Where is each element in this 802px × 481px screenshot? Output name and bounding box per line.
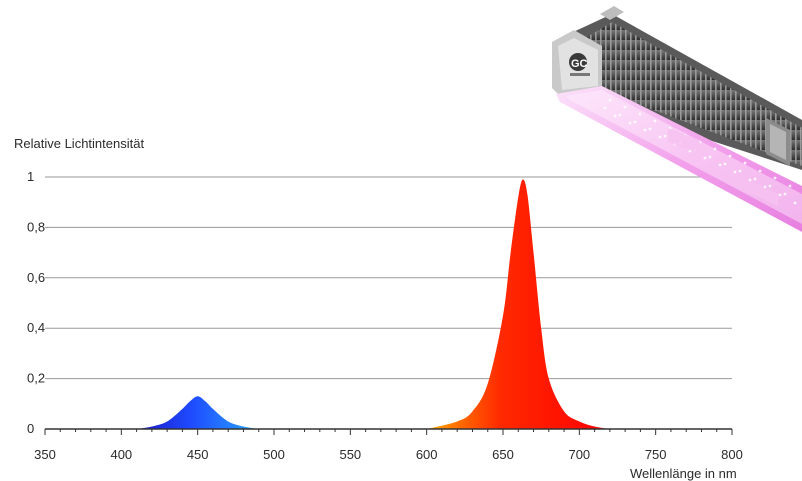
x-tick-label: 750 (645, 447, 667, 462)
x-tick-label: 700 (568, 447, 590, 462)
y-tick-label: 0,6 (27, 270, 45, 285)
x-axis-title: Wellenlänge in nm (630, 466, 737, 481)
y-tick-label: 0,2 (27, 371, 45, 386)
x-axis-ticks: 350 400 450 500 550 600 650 700 750 800 (34, 447, 743, 462)
x-tick-label: 600 (416, 447, 438, 462)
spectrum-peak-450 (136, 396, 259, 429)
y-tick-label: 0 (27, 421, 34, 436)
x-tick-label: 350 (34, 447, 56, 462)
x-tick-label: 450 (187, 447, 209, 462)
spectrum-series (136, 179, 610, 429)
spectrum-peak-663 (426, 179, 610, 429)
y-axis-ticks: 0 0,2 0,4 0,6 0,8 1 (27, 169, 45, 436)
y-tick-label: 0,4 (27, 320, 45, 335)
y-tick-label: 0,8 (27, 219, 45, 234)
x-tick-label: 550 (339, 447, 361, 462)
y-tick-label: 1 (27, 169, 34, 184)
x-tick-label: 400 (110, 447, 132, 462)
x-tick-label: 800 (721, 447, 743, 462)
brand-logo: GC (571, 58, 588, 70)
grid-lines (45, 176, 732, 380)
x-tick-label: 500 (263, 447, 285, 462)
x-tick-label: 650 (492, 447, 514, 462)
y-axis-title: Relative Lichtintensität (14, 136, 145, 151)
x-axis (44, 428, 733, 435)
led-grow-light-image: GC (552, 6, 802, 232)
